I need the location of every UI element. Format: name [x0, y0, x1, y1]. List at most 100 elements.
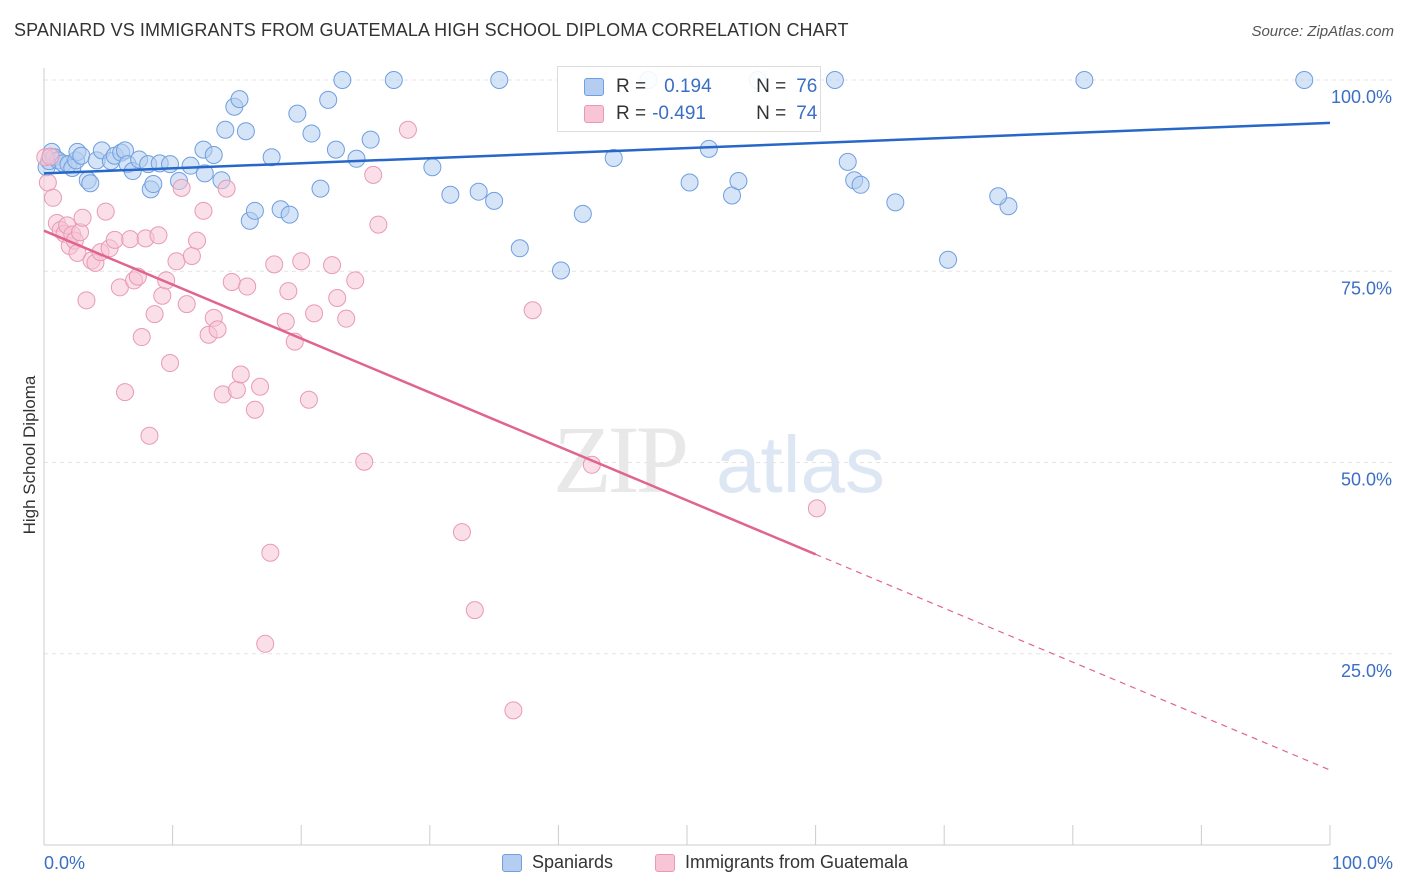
guatemala-point: [153, 286, 172, 305]
spaniard-point: [441, 185, 460, 204]
x-tick-label-start: 0.0%: [44, 853, 85, 873]
spaniard-point: [485, 191, 504, 210]
legend-r-value: 0.194: [664, 76, 712, 97]
guatemala-point: [227, 380, 246, 399]
y-tick-label: 25.0%: [1341, 661, 1392, 681]
bottom-swatch-spaniards: [502, 853, 522, 872]
guatemala-point: [452, 523, 471, 542]
guatemala-point: [96, 202, 115, 221]
watermark: ZIP atlas: [553, 406, 885, 513]
spaniard-point: [72, 146, 91, 165]
guatemala-point: [77, 291, 96, 310]
legend-r-label: R =: [616, 76, 647, 97]
y-tick-label: 75.0%: [1341, 278, 1392, 298]
spaniard-point: [288, 104, 307, 123]
x-tick-label-end: 100.0%: [1332, 853, 1393, 873]
spaniard-point: [729, 171, 748, 190]
spaniard-point: [851, 175, 870, 194]
spaniard-point: [886, 193, 905, 212]
spaniard-point: [1295, 71, 1314, 89]
guatemala-point: [41, 147, 60, 166]
spaniard-point: [236, 122, 255, 141]
spaniard-point: [144, 175, 163, 194]
data-points: [36, 71, 1314, 720]
legend-n-value: 76: [796, 76, 818, 97]
spaniard-point: [333, 71, 352, 89]
legend-r-label: R =: [616, 103, 647, 124]
watermark-atlas: atlas: [716, 420, 885, 509]
guatemala-point: [299, 390, 318, 409]
spaniards-trend-line: [43, 121, 1331, 175]
guatemala-point: [251, 377, 270, 396]
spaniard-point: [230, 90, 249, 109]
guatemala-point: [222, 272, 241, 291]
guatemala-point: [256, 634, 275, 653]
guatemala-point: [172, 178, 191, 197]
legend-row-spaniards: R = 0.194 N = 76: [558, 73, 817, 101]
spaniard-point: [347, 149, 366, 168]
guatemala-trend-extension: [815, 553, 1331, 771]
legend-r-value: -0.491: [652, 103, 706, 124]
tick-labels: 25.0% 50.0% 75.0% 100.0% 0.0% 100.0%: [44, 87, 1393, 873]
guatemala-point: [208, 320, 227, 339]
bottom-legend-label: Immigrants from Guatemala: [685, 852, 909, 872]
spaniard-point: [573, 204, 592, 223]
guatemala-point: [245, 400, 264, 419]
spaniard-point: [838, 152, 857, 171]
guatemala-point: [346, 271, 365, 290]
spaniard-point: [989, 187, 1008, 206]
spaniard-point: [361, 130, 380, 149]
spaniard-point: [326, 140, 345, 159]
spaniard-point: [195, 164, 214, 183]
spaniard-point: [490, 71, 509, 89]
spaniard-point: [939, 250, 958, 269]
guatemala-point: [261, 543, 280, 562]
guatemala-point: [279, 282, 298, 301]
guatemala-point: [44, 188, 63, 207]
guatemala-point: [305, 304, 324, 323]
legend-n-value: 74: [796, 103, 818, 124]
bottom-legend-spaniards: Spaniards: [502, 852, 613, 873]
guatemala-point: [177, 295, 196, 314]
guatemala-point: [167, 252, 186, 271]
guatemala-point: [116, 383, 135, 402]
spaniard-point: [319, 90, 338, 109]
spaniard-point: [216, 120, 235, 139]
guatemala-point: [121, 230, 140, 249]
guatemala-point: [523, 301, 542, 320]
spaniard-point: [510, 239, 529, 258]
guatemala-point: [238, 277, 257, 296]
spaniard-point: [604, 149, 623, 168]
spaniard-point: [302, 124, 321, 143]
legend-row-guatemala: R = -0.491 N = 74: [558, 100, 817, 128]
guatemala-point: [398, 120, 417, 139]
spaniard-point: [423, 158, 442, 177]
guatemala-point: [276, 312, 295, 331]
spaniard-point: [311, 179, 330, 198]
spaniard-point: [384, 71, 403, 89]
guatemala-point: [132, 328, 151, 347]
spaniard-point: [81, 174, 100, 193]
guatemala-point: [140, 426, 159, 445]
spaniard-point: [825, 71, 844, 89]
spaniard-point: [262, 148, 281, 167]
legend-swatch-guatemala: [584, 105, 604, 123]
stats-legend: R = 0.194 N = 76 R = -0.491 N = 74: [557, 66, 821, 132]
watermark-zip: ZIP: [553, 406, 686, 513]
guatemala-point: [105, 230, 124, 249]
spaniard-point: [1075, 71, 1094, 89]
source-label: Source: ZipAtlas.com: [1251, 23, 1394, 40]
guatemala-point: [292, 252, 311, 271]
guatemala-point: [364, 165, 383, 184]
y-tick-label: 100.0%: [1331, 87, 1392, 107]
spaniard-point: [280, 205, 299, 224]
y-tick-label: 50.0%: [1341, 470, 1392, 490]
spaniard-point: [551, 261, 570, 280]
guatemala-point: [504, 701, 523, 720]
guatemala-point: [337, 309, 356, 328]
guatemala-point: [188, 231, 207, 250]
spaniard-point: [181, 156, 200, 175]
guatemala-point: [369, 215, 388, 234]
guatemala-point: [328, 289, 347, 308]
